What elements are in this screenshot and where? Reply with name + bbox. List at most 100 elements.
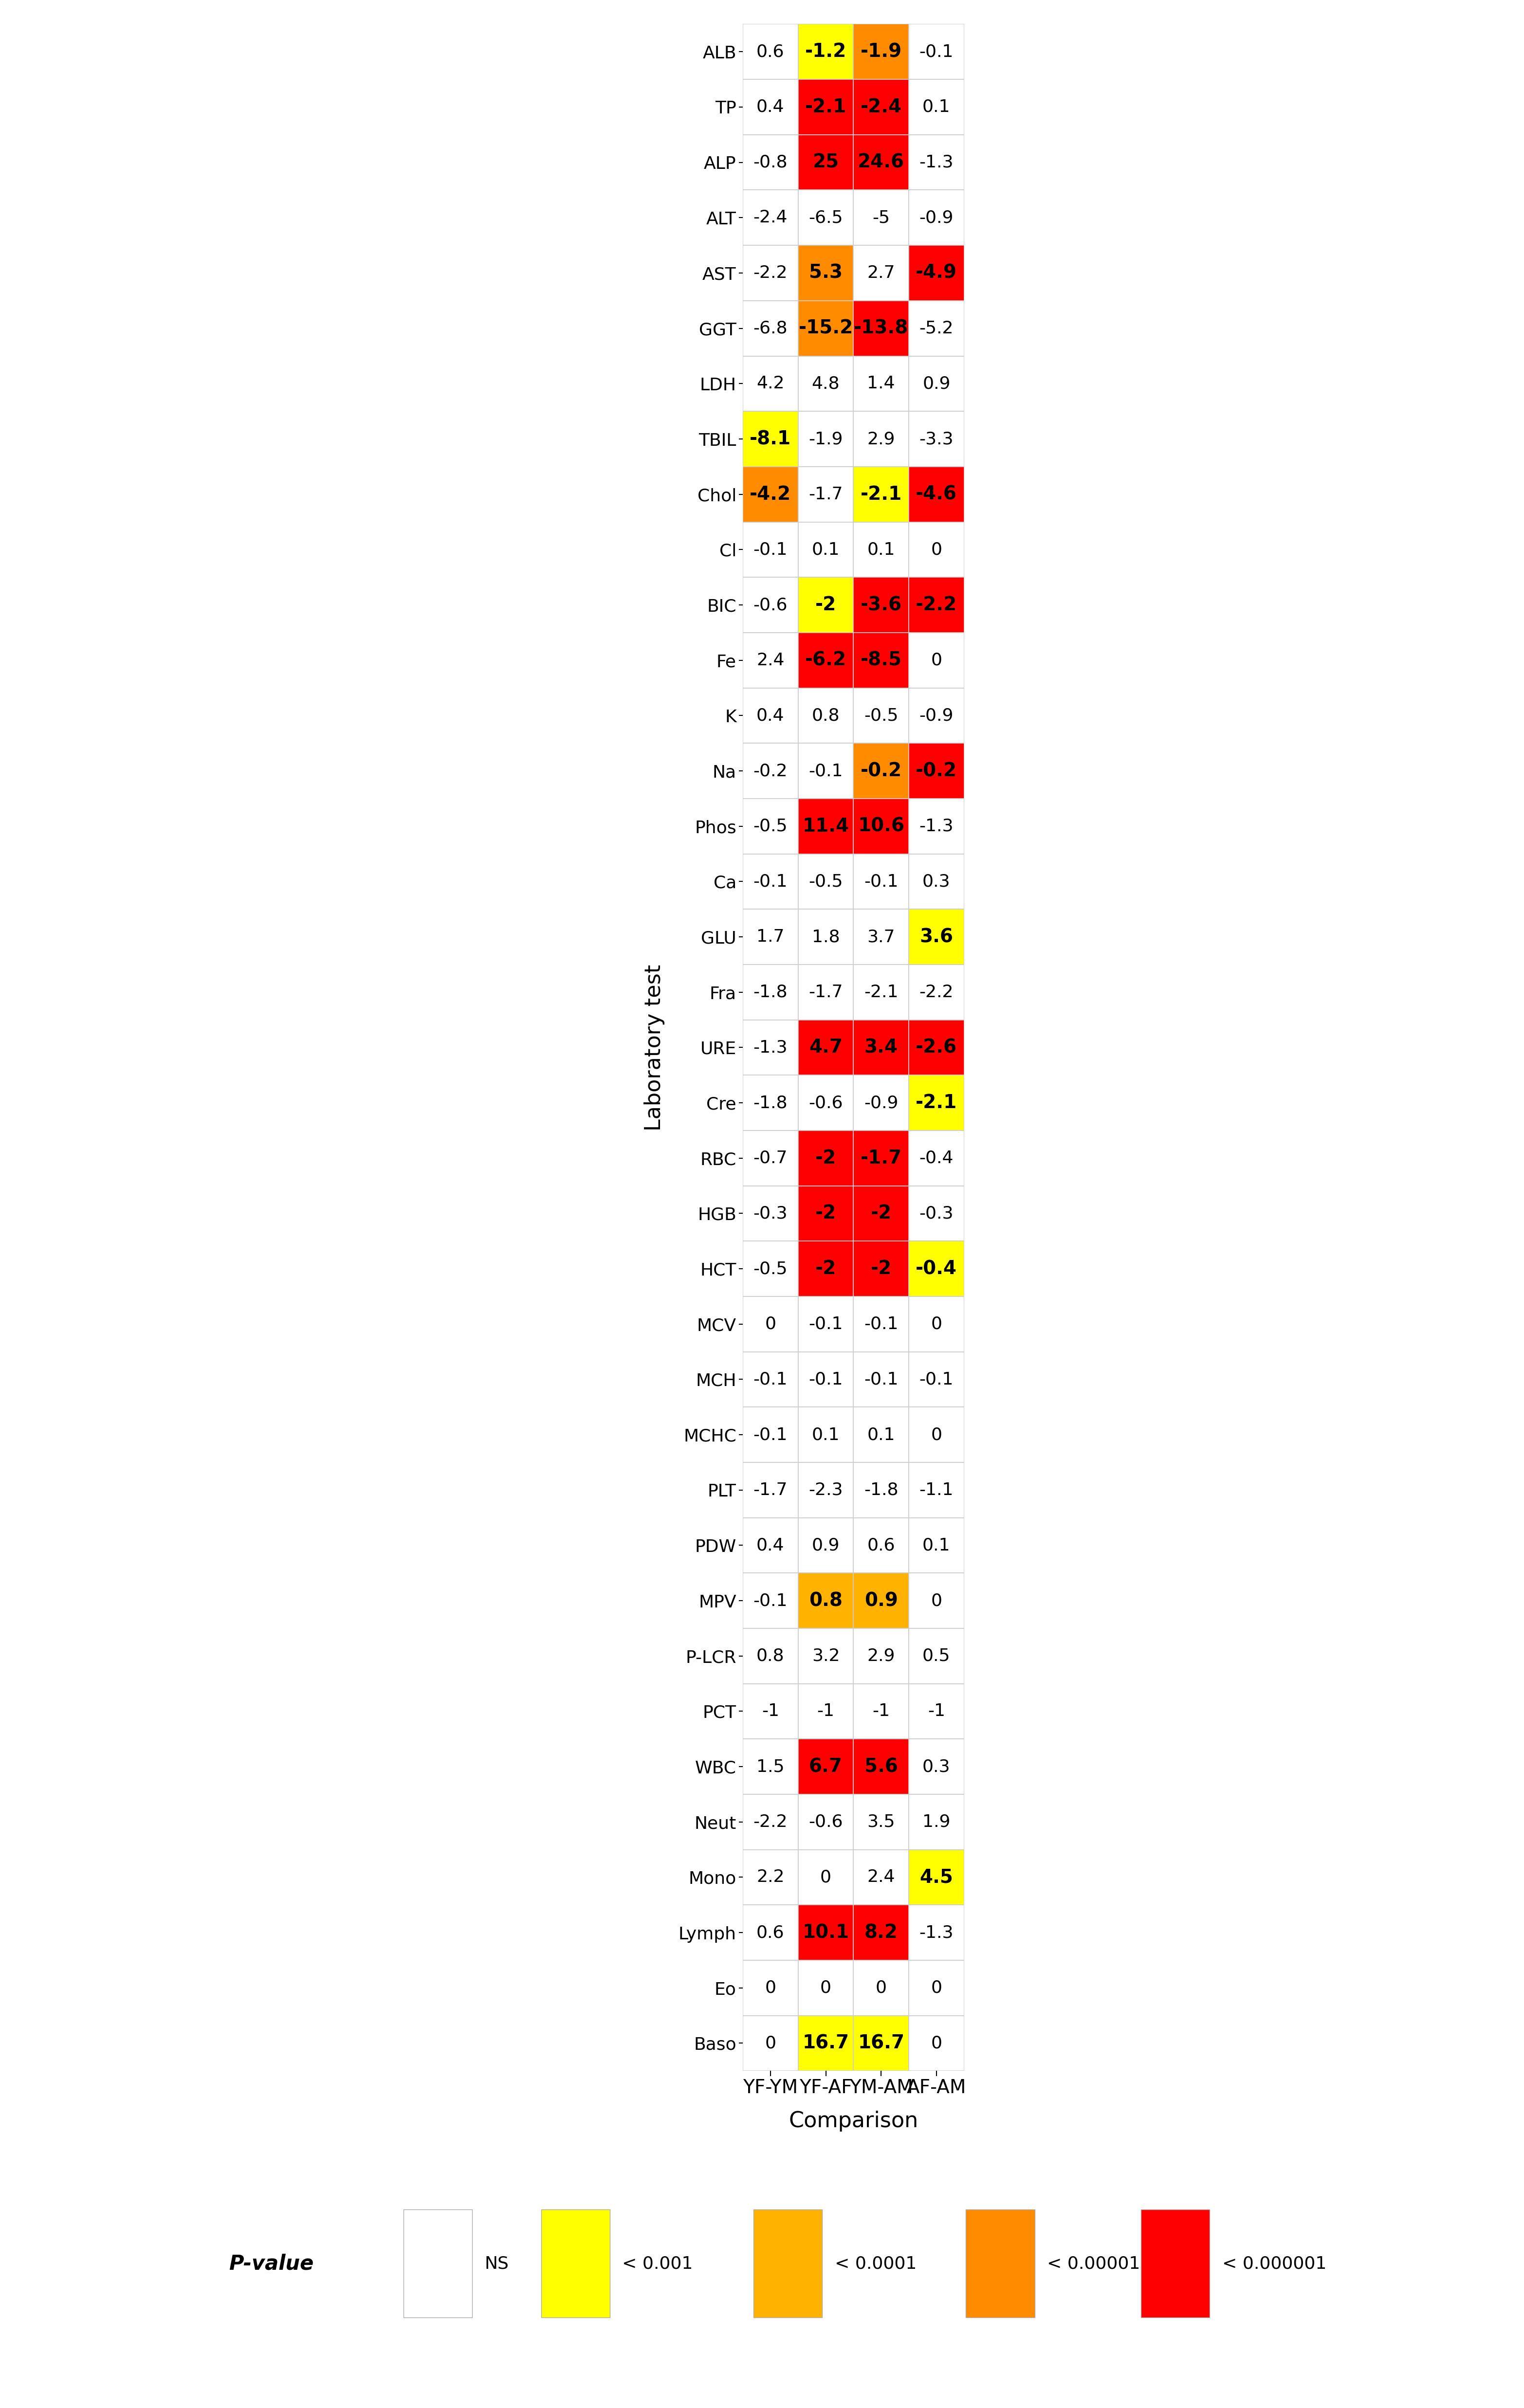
- Text: -0.3: -0.3: [919, 1204, 954, 1221]
- Text: 1.4: 1.4: [867, 376, 895, 393]
- Bar: [908, 1021, 965, 1074]
- Bar: [799, 1572, 853, 1628]
- Bar: [799, 246, 853, 301]
- Bar: [799, 910, 853, 966]
- Text: -4.2: -4.2: [750, 484, 791, 503]
- Bar: [799, 24, 853, 79]
- Text: -0.2: -0.2: [753, 763, 788, 780]
- Bar: [908, 1074, 965, 1129]
- Text: 1.8: 1.8: [812, 929, 840, 944]
- Bar: [853, 1739, 908, 1794]
- Bar: [799, 2015, 853, 2071]
- Text: -0.1: -0.1: [809, 1370, 843, 1387]
- Bar: [853, 1296, 908, 1351]
- Text: 0.1: 0.1: [867, 542, 895, 559]
- Bar: [908, 2015, 965, 2071]
- Text: -2.2: -2.2: [919, 985, 954, 999]
- Bar: [742, 1794, 799, 1849]
- Text: 2.4: 2.4: [756, 653, 785, 669]
- Bar: [742, 855, 799, 910]
- FancyBboxPatch shape: [541, 2211, 610, 2316]
- Text: -2.4: -2.4: [753, 209, 788, 226]
- FancyBboxPatch shape: [1141, 2211, 1210, 2316]
- Bar: [908, 1517, 965, 1572]
- Bar: [908, 855, 965, 910]
- Bar: [742, 1351, 799, 1406]
- Bar: [799, 578, 853, 633]
- Text: 10.1: 10.1: [802, 1924, 849, 1941]
- Bar: [742, 1406, 799, 1462]
- Text: 11.4: 11.4: [802, 816, 849, 836]
- Text: 0: 0: [931, 1592, 942, 1609]
- Bar: [853, 190, 908, 246]
- Text: 8.2: 8.2: [864, 1924, 898, 1941]
- Text: -0.6: -0.6: [809, 1813, 843, 1830]
- Text: 0.6: 0.6: [867, 1536, 895, 1553]
- Bar: [742, 467, 799, 523]
- Text: -0.9: -0.9: [919, 209, 954, 226]
- Bar: [742, 1074, 799, 1129]
- Text: -1: -1: [817, 1702, 835, 1719]
- Bar: [742, 1129, 799, 1185]
- Text: -13.8: -13.8: [853, 320, 908, 337]
- Text: -2.2: -2.2: [753, 1813, 788, 1830]
- Text: -8.5: -8.5: [861, 650, 902, 669]
- Bar: [853, 1074, 908, 1129]
- Text: -0.1: -0.1: [864, 874, 898, 891]
- Text: 0: 0: [765, 1979, 776, 1996]
- Bar: [853, 1351, 908, 1406]
- Text: 2.2: 2.2: [756, 1869, 785, 1885]
- Bar: [742, 356, 799, 412]
- Text: -2: -2: [815, 1204, 837, 1223]
- Bar: [742, 2015, 799, 2071]
- Bar: [799, 1960, 853, 2015]
- Bar: [742, 246, 799, 301]
- Text: 24.6: 24.6: [858, 154, 904, 171]
- Text: 0.3: 0.3: [922, 1758, 951, 1775]
- Bar: [799, 135, 853, 190]
- Text: -1.7: -1.7: [753, 1481, 788, 1498]
- Text: 0.1: 0.1: [922, 1536, 951, 1553]
- Text: -2.1: -2.1: [861, 484, 902, 503]
- Text: 0.6: 0.6: [756, 43, 785, 60]
- Bar: [908, 1406, 965, 1462]
- Text: < 0.001: < 0.001: [622, 2256, 693, 2271]
- Text: -8.1: -8.1: [750, 429, 791, 448]
- Bar: [742, 1517, 799, 1572]
- Text: -2.1: -2.1: [864, 985, 898, 999]
- Text: < 0.000001: < 0.000001: [1222, 2256, 1326, 2271]
- Bar: [908, 1628, 965, 1683]
- Text: -0.9: -0.9: [919, 708, 954, 725]
- Bar: [799, 855, 853, 910]
- Bar: [799, 523, 853, 578]
- Text: 25: 25: [812, 154, 838, 171]
- Bar: [742, 412, 799, 467]
- Text: 4.8: 4.8: [812, 376, 840, 393]
- Text: -0.1: -0.1: [864, 1315, 898, 1332]
- Bar: [742, 1185, 799, 1240]
- Text: 0: 0: [820, 1979, 832, 1996]
- Bar: [853, 578, 908, 633]
- Text: 2.7: 2.7: [867, 265, 895, 282]
- Text: -6.8: -6.8: [753, 320, 788, 337]
- Bar: [908, 578, 965, 633]
- Bar: [799, 966, 853, 1021]
- Text: 0: 0: [820, 1869, 832, 1885]
- Text: -0.5: -0.5: [753, 1259, 788, 1276]
- Bar: [853, 1240, 908, 1296]
- Text: -4.6: -4.6: [916, 484, 957, 503]
- Text: -2.4: -2.4: [861, 99, 902, 116]
- Text: -1: -1: [928, 1702, 945, 1719]
- Bar: [799, 356, 853, 412]
- Text: -1.1: -1.1: [919, 1481, 954, 1498]
- Bar: [799, 1905, 853, 1960]
- Text: -1.7: -1.7: [809, 985, 843, 999]
- Bar: [742, 1296, 799, 1351]
- Text: -6.5: -6.5: [809, 209, 843, 226]
- Text: -2.6: -2.6: [916, 1038, 957, 1057]
- Bar: [799, 1129, 853, 1185]
- Text: 3.2: 3.2: [812, 1647, 840, 1664]
- Text: -0.5: -0.5: [753, 819, 788, 836]
- Text: 16.7: 16.7: [858, 2035, 905, 2052]
- Bar: [908, 1462, 965, 1517]
